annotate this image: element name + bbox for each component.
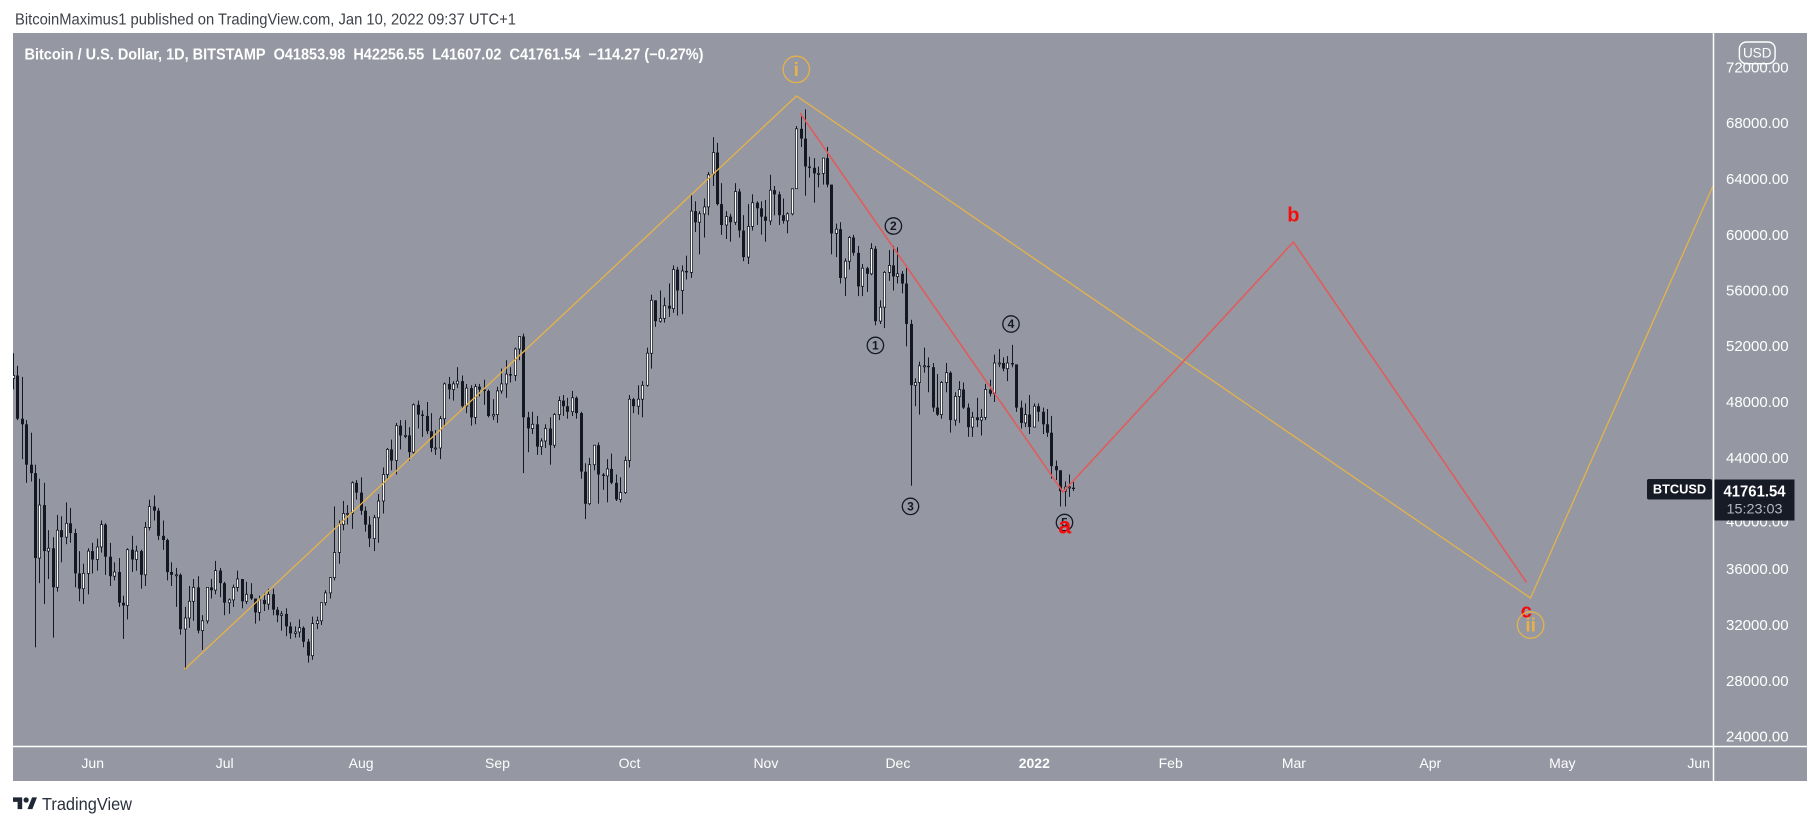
svg-text:1: 1 — [872, 339, 879, 353]
svg-text:4: 4 — [1008, 317, 1015, 331]
svg-text:32000.00: 32000.00 — [1726, 617, 1789, 634]
svg-text:c: c — [1521, 601, 1532, 623]
svg-text:Feb: Feb — [1159, 755, 1183, 771]
svg-text:72000.00: 72000.00 — [1726, 60, 1789, 77]
svg-text:28000.00: 28000.00 — [1726, 673, 1789, 690]
svg-text:36000.00: 36000.00 — [1726, 561, 1789, 578]
svg-text:52000.00: 52000.00 — [1726, 338, 1789, 355]
svg-text:Apr: Apr — [1419, 755, 1441, 771]
svg-text:ii: ii — [1525, 616, 1536, 637]
svg-text:Nov: Nov — [753, 755, 778, 771]
svg-text:24000.00: 24000.00 — [1726, 729, 1789, 746]
svg-text:Jun: Jun — [81, 755, 104, 771]
svg-text:Oct: Oct — [619, 755, 641, 771]
svg-text:Mar: Mar — [1282, 755, 1306, 771]
svg-text:BitcoinMaximus1 published on T: BitcoinMaximus1 published on TradingView… — [15, 12, 516, 29]
svg-text:i: i — [794, 60, 799, 81]
svg-text:44000.00: 44000.00 — [1726, 450, 1789, 467]
svg-text:a: a — [1058, 513, 1071, 539]
svg-text:BTCUSD: BTCUSD — [1653, 482, 1706, 497]
svg-text:Jun: Jun — [1687, 755, 1710, 771]
svg-text:3: 3 — [907, 500, 914, 514]
svg-text:60000.00: 60000.00 — [1726, 227, 1789, 244]
svg-text:68000.00: 68000.00 — [1726, 115, 1789, 132]
svg-text:64000.00: 64000.00 — [1726, 171, 1789, 188]
svg-text:Aug: Aug — [349, 755, 374, 771]
svg-text:May: May — [1549, 755, 1575, 771]
svg-text:Sep: Sep — [485, 755, 510, 771]
svg-text:2: 2 — [890, 219, 897, 233]
svg-text:Bitcoin / U.S. Dollar, 1D, BIT: Bitcoin / U.S. Dollar, 1D, BITSTAMP O418… — [25, 47, 704, 64]
svg-text:USD: USD — [1743, 46, 1772, 61]
svg-text:Dec: Dec — [885, 755, 910, 771]
svg-text:56000.00: 56000.00 — [1726, 283, 1789, 300]
svg-text:41761.54: 41761.54 — [1724, 484, 1786, 501]
svg-text:b: b — [1287, 205, 1299, 227]
svg-text:2022: 2022 — [1019, 755, 1050, 771]
svg-text:Jul: Jul — [216, 755, 234, 771]
svg-text:48000.00: 48000.00 — [1726, 394, 1789, 411]
svg-text:TradingView: TradingView — [42, 794, 132, 814]
svg-text:15:23:03: 15:23:03 — [1727, 501, 1783, 517]
svg-text:5: 5 — [1061, 516, 1068, 530]
